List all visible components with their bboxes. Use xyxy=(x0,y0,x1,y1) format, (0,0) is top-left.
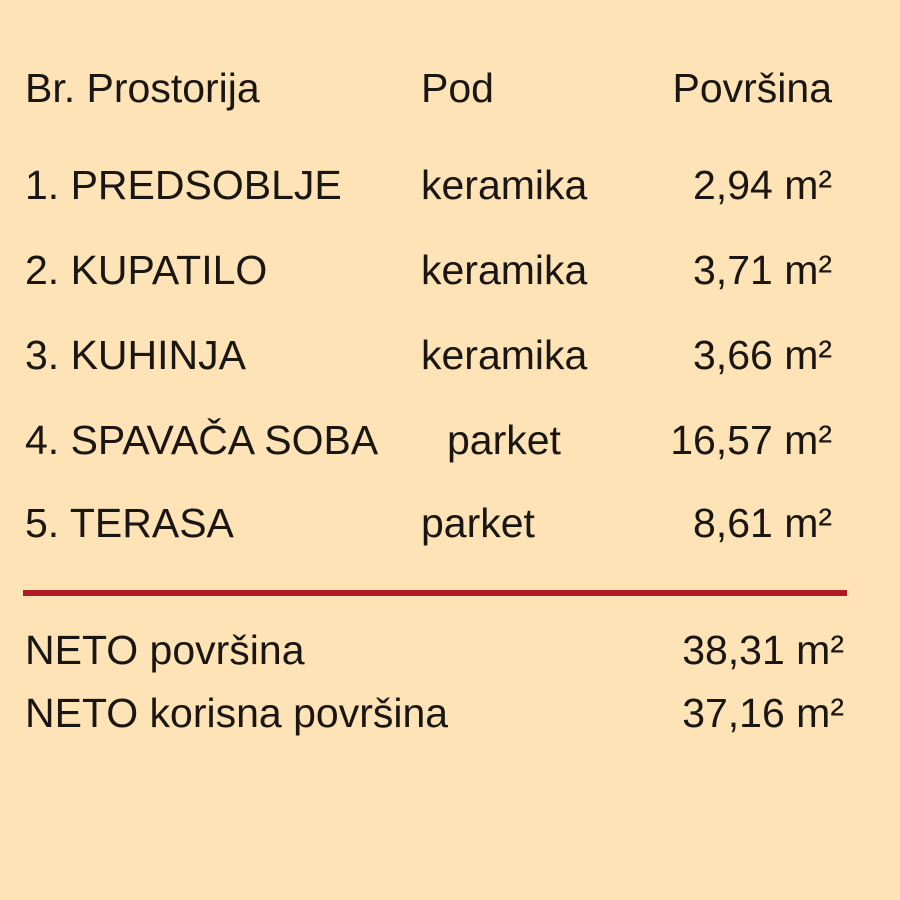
floor-type: parket xyxy=(447,417,561,463)
room-name: 3. KUHINJA xyxy=(25,332,246,378)
room-name: 5. TERASA xyxy=(25,500,234,546)
table-row: 2. KUPATILO keramika 3,71 m² xyxy=(0,245,900,295)
total-row: NETO površina 38,31 m² xyxy=(0,625,900,675)
table-row: 4. SPAVAČA SOBA parket 16,57 m² xyxy=(0,415,900,465)
divider-line xyxy=(23,590,847,596)
total-label: NETO korisna površina xyxy=(25,690,449,736)
total-value: 38,31 m² xyxy=(682,627,844,673)
header-area: Površina xyxy=(672,65,832,111)
total-row: NETO korisna površina 37,16 m² xyxy=(0,688,900,738)
table-row: 3. KUHINJA keramika 3,66 m² xyxy=(0,330,900,380)
table-row: 1. PREDSOBLJE keramika 2,94 m² xyxy=(0,160,900,210)
total-label: NETO površina xyxy=(25,627,305,673)
floor-type: keramika xyxy=(421,247,588,293)
room-area: 16,57 m² xyxy=(670,417,832,463)
table-header: Br. Prostorija Pod Površina xyxy=(0,63,900,113)
header-room: Br. Prostorija xyxy=(25,65,260,111)
room-area: 2,94 m² xyxy=(693,162,832,208)
room-name: 4. SPAVAČA SOBA xyxy=(25,417,379,463)
total-value: 37,16 m² xyxy=(682,690,844,736)
room-name: 1. PREDSOBLJE xyxy=(25,162,342,208)
floor-type: parket xyxy=(421,500,535,546)
room-area: 3,66 m² xyxy=(693,332,832,378)
table-row: 5. TERASA parket 8,61 m² xyxy=(0,498,900,548)
room-area: 3,71 m² xyxy=(693,247,832,293)
floor-type: keramika xyxy=(421,332,588,378)
room-area: 8,61 m² xyxy=(693,500,832,546)
header-floor: Pod xyxy=(421,65,494,111)
floor-type: keramika xyxy=(421,162,588,208)
room-name: 2. KUPATILO xyxy=(25,247,268,293)
